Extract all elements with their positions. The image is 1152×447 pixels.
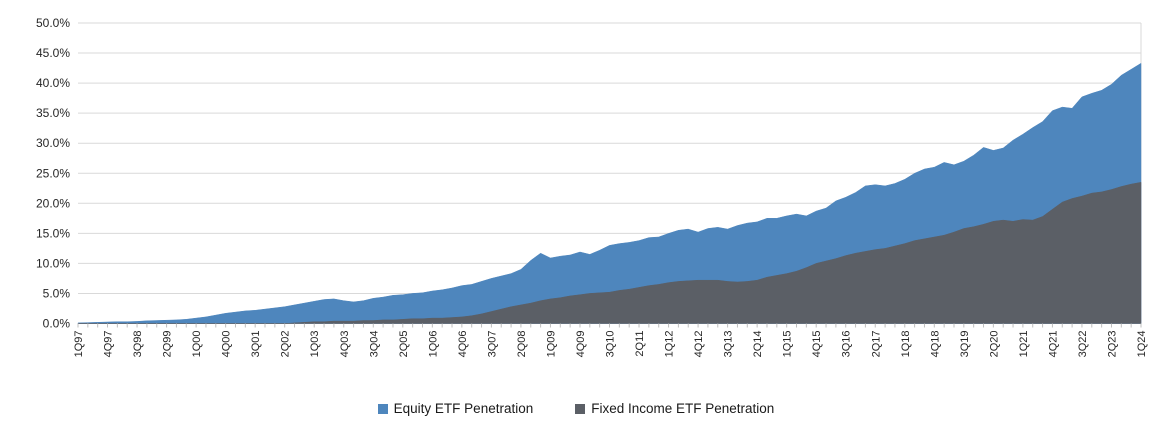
x-tick-label: 4Q97 <box>103 331 115 358</box>
x-tick-label: 3Q22 <box>1077 331 1089 358</box>
x-tick-label: 4Q03 <box>339 331 351 358</box>
x-tick-label: 4Q00 <box>221 331 233 358</box>
x-tick-label: 4Q06 <box>457 331 469 358</box>
y-tick-label: 35.0% <box>36 106 70 120</box>
chart-legend: Equity ETF Penetration Fixed Income ETF … <box>0 402 1152 416</box>
x-tick-label: 4Q09 <box>575 331 587 358</box>
y-tick-label: 0.0% <box>43 317 71 331</box>
y-tick-label: 15.0% <box>36 226 70 240</box>
y-tick-label: 50.0% <box>36 16 70 30</box>
x-tick-label: 3Q10 <box>605 331 617 358</box>
legend-item-fixed-income: Fixed Income ETF Penetration <box>575 402 774 416</box>
legend-item-equity: Equity ETF Penetration <box>377 401 534 416</box>
x-tick-label: 2Q17 <box>870 331 882 358</box>
x-tick-label: 2Q05 <box>398 331 410 358</box>
x-tick-label: 1Q97 <box>73 331 85 358</box>
fixed-income-legend-label: Fixed Income ETF Penetration <box>591 401 775 416</box>
x-axis-ticks <box>77 323 1142 328</box>
x-tick-label: 1Q09 <box>545 331 557 358</box>
x-tick-label: 1Q21 <box>1018 331 1030 358</box>
x-tick-label: 1Q06 <box>427 331 439 358</box>
x-tick-label: 1Q12 <box>664 331 676 358</box>
fixed-income-legend-swatch-icon <box>575 403 586 414</box>
x-tick-label: 3Q01 <box>250 331 262 358</box>
x-tick-label: 4Q12 <box>693 331 705 358</box>
y-tick-label: 45.0% <box>36 46 70 60</box>
y-tick-label: 5.0% <box>43 286 71 300</box>
x-tick-label: 2Q20 <box>988 331 1000 358</box>
x-tick-label: 4Q15 <box>811 331 823 358</box>
x-tick-label: 3Q19 <box>959 331 971 358</box>
x-tick-label: 3Q98 <box>132 331 144 358</box>
y-tick-label: 30.0% <box>36 136 70 150</box>
x-tick-label: 1Q18 <box>900 331 912 358</box>
x-tick-label: 1Q00 <box>191 331 203 358</box>
x-tick-label: 1Q03 <box>309 331 321 358</box>
y-axis-labels: 0.0% 5.0% 10.0% 15.0% 20.0% 25.0% 30.0% 35.0% 40… <box>36 16 70 331</box>
x-tick-label: 1Q24 <box>1136 331 1148 358</box>
y-tick-label: 10.0% <box>36 256 70 270</box>
fixed-income-etf-penetration-area <box>78 181 1142 324</box>
y-tick-label: 20.0% <box>36 196 70 210</box>
x-tick-label: 2Q14 <box>752 331 764 358</box>
x-tick-label: 1Q15 <box>782 331 794 358</box>
y-tick-label: 40.0% <box>36 76 70 90</box>
equity-legend-swatch-icon <box>377 403 388 414</box>
x-tick-label: 4Q18 <box>929 331 941 358</box>
x-tick-label: 3Q04 <box>368 331 380 358</box>
x-tick-label: 2Q11 <box>634 331 646 357</box>
x-tick-label: 2Q99 <box>162 331 174 358</box>
x-tick-label: 2Q23 <box>1107 331 1119 358</box>
x-tick-label: 4Q21 <box>1047 331 1059 358</box>
x-tick-label: 2Q02 <box>280 331 292 358</box>
x-tick-label: 3Q07 <box>486 331 498 358</box>
x-tick-label: 2Q08 <box>516 331 528 358</box>
x-tick-label: 3Q13 <box>723 331 735 358</box>
equity-legend-label: Equity ETF Penetration <box>393 401 534 416</box>
etf-penetration-area-chart: 0.0% 5.0% 10.0% 15.0% 20.0% 25.0% 30.0% 35.0% 40… <box>36 16 1148 358</box>
y-tick-label: 25.0% <box>36 166 70 180</box>
x-tick-label: 3Q16 <box>841 331 853 358</box>
x-axis-labels: 1Q97 4Q97 3Q98 2Q99 1Q00 4Q00 3Q01 2Q02 1Q03 4Q03… <box>73 331 1148 358</box>
